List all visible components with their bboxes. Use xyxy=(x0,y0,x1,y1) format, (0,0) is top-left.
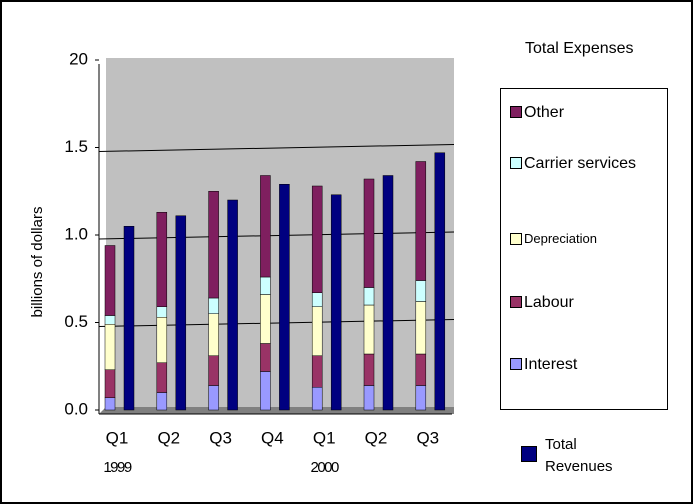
bar xyxy=(434,152,446,411)
bar-segment xyxy=(363,287,375,306)
bar-segment xyxy=(260,343,271,372)
legend-label: Total Revenues xyxy=(545,436,613,475)
legend-label: Carrier services xyxy=(524,155,637,172)
legend-swatch xyxy=(510,358,522,370)
y-tick-label: 0.0 xyxy=(64,399,88,418)
x-year-label: 2000 xyxy=(311,459,340,476)
x-tick-label: Q4 xyxy=(261,428,284,447)
bar-segment xyxy=(104,245,116,316)
bar-segment xyxy=(208,385,219,411)
bar xyxy=(330,194,342,411)
bar-segment xyxy=(208,355,219,386)
bar xyxy=(123,226,135,411)
bar-segment xyxy=(156,392,168,411)
bar-segment xyxy=(104,397,116,411)
bar-segment xyxy=(156,362,168,393)
legend-swatch xyxy=(521,446,537,462)
legend-label: Depreciation xyxy=(524,231,597,246)
bar-segment xyxy=(260,276,271,295)
legend-swatch xyxy=(510,157,522,169)
x-tick-label: Q3 xyxy=(416,428,439,447)
x-tick-label: Q1 xyxy=(106,428,129,447)
bar-segment xyxy=(311,292,323,307)
bar xyxy=(382,175,394,411)
grid-line xyxy=(98,144,455,152)
bar-segment xyxy=(311,355,323,388)
bar-segment xyxy=(311,185,323,293)
bar-segment xyxy=(363,304,375,355)
legend-swatch xyxy=(510,106,522,118)
legend-title: Total Expenses xyxy=(525,40,634,57)
y-tick-label: 20 xyxy=(69,49,88,68)
bar-segment xyxy=(363,178,375,288)
bar-segment xyxy=(415,280,427,302)
y-tick-label: 1.0 xyxy=(64,224,88,243)
bar-segment xyxy=(415,161,427,281)
y-tick-label: 1.5 xyxy=(64,137,88,156)
bar-segment xyxy=(415,301,427,355)
legend-swatch xyxy=(510,296,522,308)
y-tick-label: 0.5 xyxy=(64,312,88,331)
bar-segment xyxy=(208,313,219,356)
x-tick-label: Q2 xyxy=(157,428,180,447)
bar-segment xyxy=(156,212,168,307)
bar-segment xyxy=(415,385,427,411)
y-axis-label: billions of dollars xyxy=(29,207,46,318)
legend-swatch xyxy=(510,233,522,245)
bar-segment xyxy=(156,306,168,318)
bar-segment xyxy=(311,387,323,411)
bar-segment xyxy=(363,353,375,386)
bar-segment xyxy=(104,369,116,398)
bar-segment xyxy=(156,317,168,363)
legend-label: Labour xyxy=(524,294,574,311)
bar-segment xyxy=(208,191,219,299)
bar-segment xyxy=(260,371,271,411)
bar-segment xyxy=(415,353,427,386)
x-tick-label: Q3 xyxy=(209,428,232,447)
legend-label: Interest xyxy=(524,356,578,373)
bar-segment xyxy=(363,385,375,411)
x-tick-label: Q1 xyxy=(313,428,336,447)
bar-segment xyxy=(260,294,271,344)
legend-label: Other xyxy=(524,104,565,121)
bar xyxy=(175,215,187,411)
bar-segment xyxy=(208,297,219,314)
bar-segment xyxy=(104,324,116,370)
x-year-label: 1999 xyxy=(103,459,132,476)
bar xyxy=(227,199,238,411)
legend-box xyxy=(500,88,668,410)
bar-segment xyxy=(260,175,271,278)
x-tick-label: Q2 xyxy=(365,428,388,447)
floor xyxy=(99,407,454,414)
bar-segment xyxy=(311,306,323,356)
bar xyxy=(279,184,290,411)
bar-segment xyxy=(104,315,116,325)
